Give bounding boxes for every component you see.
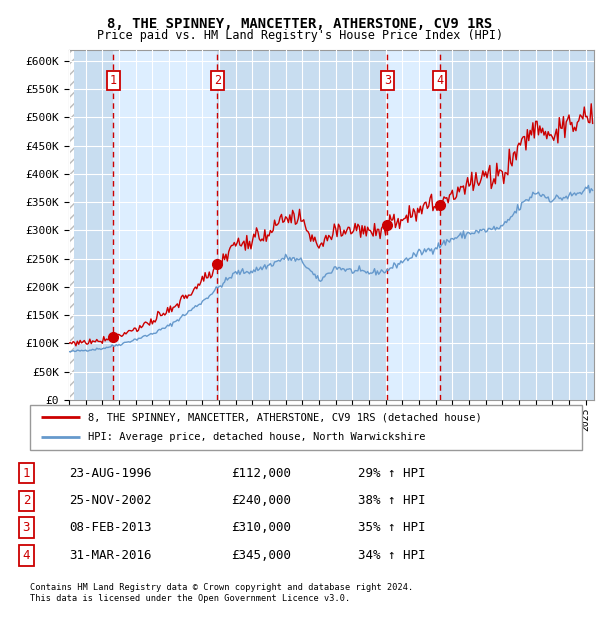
Text: 08-FEB-2013: 08-FEB-2013 <box>70 521 152 534</box>
Text: 31-MAR-2016: 31-MAR-2016 <box>70 549 152 562</box>
Bar <box>440 50 594 400</box>
Text: Contains HM Land Registry data © Crown copyright and database right 2024.: Contains HM Land Registry data © Crown c… <box>30 583 413 592</box>
Text: 23-AUG-1996: 23-AUG-1996 <box>70 467 152 480</box>
Text: 1: 1 <box>23 467 30 480</box>
Text: 35% ↑ HPI: 35% ↑ HPI <box>358 521 425 534</box>
Text: 4: 4 <box>23 549 30 562</box>
Text: 34% ↑ HPI: 34% ↑ HPI <box>358 549 425 562</box>
Bar <box>217 50 388 400</box>
Text: £240,000: £240,000 <box>231 495 291 507</box>
Text: HPI: Average price, detached house, North Warwickshire: HPI: Average price, detached house, Nort… <box>88 432 425 443</box>
Text: 2: 2 <box>214 74 221 87</box>
Text: 3: 3 <box>384 74 391 87</box>
Bar <box>113 50 217 400</box>
Text: 8, THE SPINNEY, MANCETTER, ATHERSTONE, CV9 1RS: 8, THE SPINNEY, MANCETTER, ATHERSTONE, C… <box>107 17 493 30</box>
Text: 8, THE SPINNEY, MANCETTER, ATHERSTONE, CV9 1RS (detached house): 8, THE SPINNEY, MANCETTER, ATHERSTONE, C… <box>88 412 482 422</box>
Text: Price paid vs. HM Land Registry's House Price Index (HPI): Price paid vs. HM Land Registry's House … <box>97 30 503 42</box>
Text: 25-NOV-2002: 25-NOV-2002 <box>70 495 152 507</box>
Text: 3: 3 <box>23 521 30 534</box>
Text: £112,000: £112,000 <box>231 467 291 480</box>
Bar <box>388 50 440 400</box>
Text: £345,000: £345,000 <box>231 549 291 562</box>
Text: £310,000: £310,000 <box>231 521 291 534</box>
Text: 38% ↑ HPI: 38% ↑ HPI <box>358 495 425 507</box>
Text: This data is licensed under the Open Government Licence v3.0.: This data is licensed under the Open Gov… <box>30 595 350 603</box>
FancyBboxPatch shape <box>30 405 582 450</box>
Text: 4: 4 <box>436 74 443 87</box>
Text: 2: 2 <box>23 495 30 507</box>
Bar <box>69 50 113 400</box>
Text: 29% ↑ HPI: 29% ↑ HPI <box>358 467 425 480</box>
Text: 1: 1 <box>110 74 116 87</box>
